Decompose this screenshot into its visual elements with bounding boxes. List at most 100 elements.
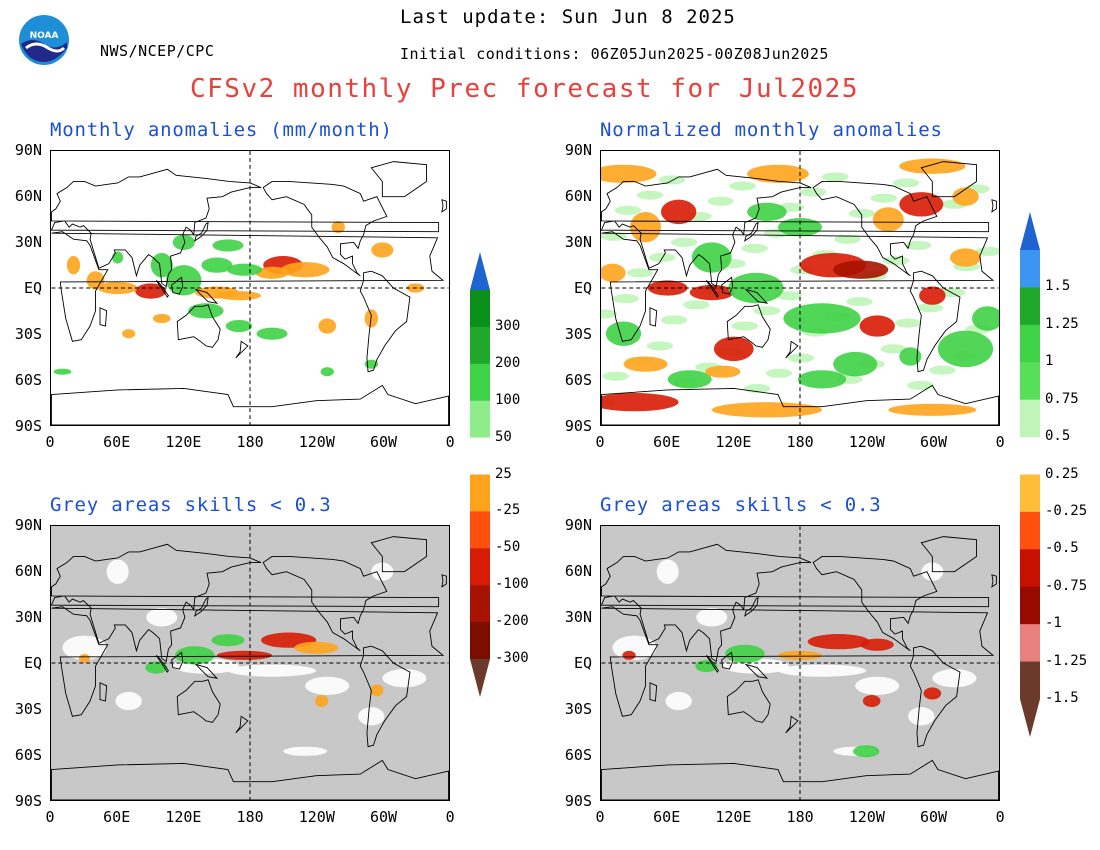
lat-label: 30S [14, 700, 42, 718]
precip-anomaly-patch [294, 641, 339, 654]
precip-anomaly-patch [172, 234, 195, 250]
colorbar-label: 1.5 [1045, 278, 1071, 295]
coastline [359, 645, 411, 748]
precip-anomaly-patch [53, 368, 72, 375]
coastline [51, 543, 440, 663]
precip-anomaly-patch [833, 260, 889, 279]
lat-label: 90S [14, 792, 42, 810]
coastline [909, 270, 961, 373]
lat-label: 90S [564, 792, 592, 810]
colorbar-label: 50 [495, 428, 512, 445]
colorbar-label: 100 [495, 391, 521, 408]
colorbar-label: 0.75 [1045, 390, 1079, 407]
lat-label: 30N [14, 233, 42, 251]
precip-anomaly-patch [601, 393, 679, 412]
precip-anomaly-patch [318, 318, 337, 334]
colorbar-label: -0.5 [1045, 540, 1079, 557]
colorbar-label: -25 [495, 502, 521, 519]
lon-label: 0 [45, 808, 55, 826]
coastline [359, 270, 411, 373]
lat-label: 30N [564, 608, 592, 626]
coastline [235, 340, 249, 359]
lon-label: 60W [369, 808, 398, 826]
coastline [176, 679, 221, 723]
lon-label: 60E [653, 808, 681, 826]
precip-anomaly-patch [859, 315, 895, 337]
colorbar-label: -1.25 [1045, 652, 1088, 669]
skill-white-area [283, 746, 328, 756]
lat-label: 30S [564, 700, 592, 718]
precip-anomaly-patch [888, 403, 977, 416]
colorbar-label: 300 [495, 317, 521, 334]
light-anomaly-patch [848, 208, 875, 219]
light-anomaly-patch [787, 353, 815, 363]
precip-anomaly-patch [112, 251, 124, 264]
coastline [155, 655, 169, 673]
lon-label: 120E [165, 808, 202, 826]
coastline [744, 596, 759, 617]
panel-title-anomalies: Monthly anomalies (mm/month) [50, 119, 393, 141]
precip-anomaly-patch [919, 286, 946, 305]
skill-white-area [656, 559, 679, 584]
precip-anomaly-patch [872, 207, 904, 232]
lon-label: 60E [103, 808, 131, 826]
precip-anomaly-patch [747, 164, 809, 183]
coastline [601, 231, 995, 342]
colorbar-segment [470, 400, 490, 439]
light-anomaly-patch [822, 172, 849, 182]
colorbar-label: -50 [495, 539, 521, 556]
colorbar-segment [1020, 474, 1040, 513]
precip-anomaly-patch [691, 242, 732, 273]
colorbar-label: -100 [495, 576, 529, 593]
precip-anomaly-patch [174, 646, 215, 665]
precip-anomaly-patch [705, 365, 741, 378]
coastline [812, 181, 938, 277]
precip-anomaly-patch [899, 158, 966, 174]
colorbar-segment [470, 437, 490, 475]
precip-anomaly-patch [150, 252, 173, 278]
colorbar-label: -0.75 [1045, 577, 1088, 594]
light-anomaly-patch [753, 306, 781, 316]
precip-anomaly-patch [860, 638, 894, 651]
lon-label: 120E [715, 808, 752, 826]
precip-anomaly-patch [605, 321, 642, 346]
precip-anomaly-patch [667, 370, 712, 389]
lon-label: 180 [236, 808, 264, 826]
precip-anomaly-patch [216, 291, 262, 301]
colorbar-label: -300 [495, 650, 529, 666]
lat-label: 90N [564, 516, 592, 534]
page-title: CFSv2 monthly Prec forecast for Jul2025 [190, 74, 859, 104]
coastline [726, 679, 771, 723]
light-anomaly-patch [741, 243, 768, 253]
coastline [171, 651, 184, 670]
coastline [601, 384, 999, 425]
skill-white-area [305, 676, 350, 695]
colorbar-segment [1020, 437, 1040, 475]
coastline [744, 221, 759, 242]
lat-label: 30N [14, 608, 42, 626]
precip-anomaly-patch [711, 402, 823, 418]
skill-white-area [777, 664, 867, 677]
map-anomalies [50, 150, 450, 426]
lon-label: 120W [298, 433, 335, 451]
coastline [601, 168, 990, 288]
lon-label: 0 [995, 433, 1005, 451]
skill-white-area [665, 691, 692, 711]
skill-white-area [358, 707, 385, 726]
light-anomaly-patch [765, 368, 793, 378]
precip-anomaly-patch [972, 306, 999, 331]
colorbar-label: -200 [495, 613, 529, 630]
lon-label: 120E [715, 433, 752, 451]
precip-anomaly-patch [320, 367, 334, 377]
colorbar-segment [1020, 362, 1040, 401]
coastline [441, 574, 447, 588]
precip-anomaly-patch [950, 248, 981, 267]
coastline [370, 536, 427, 573]
coastline [721, 651, 734, 670]
colorbar-segment [1020, 511, 1040, 550]
precip-anomaly-patch [78, 653, 91, 663]
coastline [726, 304, 771, 348]
coastline [262, 556, 388, 652]
light-anomaly-patch [907, 380, 934, 390]
colorbar-label: 0.25 [1045, 465, 1079, 482]
